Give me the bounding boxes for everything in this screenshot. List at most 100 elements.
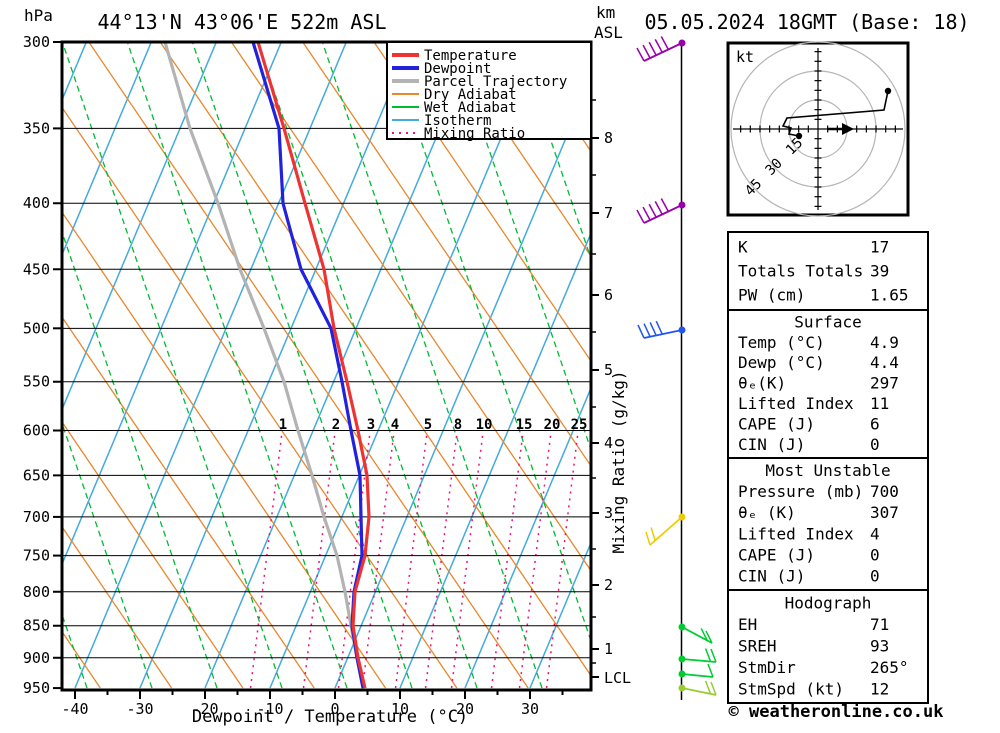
sounding-profiles — [163, 43, 371, 689]
pressure-tick-label: 850 — [23, 617, 50, 635]
table-section-box — [727, 457, 929, 591]
wind-barb-shaft — [649, 516, 683, 546]
wind-barb — [678, 663, 714, 678]
pressure-tick-label: 500 — [23, 319, 50, 337]
table-row-label: Pressure (mb) — [738, 482, 863, 501]
km-tick-label: 8 — [604, 129, 613, 147]
mixing-ratio-line — [450, 429, 485, 689]
wind-barb-feather — [710, 681, 717, 696]
altitude-axis-unit-km: km — [596, 3, 615, 22]
wind-barb-shaft — [643, 204, 683, 224]
table-row-value: 93 — [870, 636, 889, 655]
mixing-ratio-line — [394, 429, 429, 689]
table-row-value: 71 — [870, 615, 889, 634]
table-row-value: 17 — [870, 237, 889, 256]
wind-barb-feather — [710, 648, 717, 663]
lcl-label: LCL — [604, 669, 631, 687]
dry-adiabat-line — [63, 422, 244, 689]
indices-tables: K 17 Totals Totals 39 PW (cm) 1.65 Surface Temp… — [727, 231, 929, 704]
x-axis-label: Dewpoint / Temperature (°C) — [192, 707, 468, 727]
temperature-curve — [256, 43, 371, 689]
temp-tick-label: -40 — [61, 700, 88, 718]
mixing-ratio-value: 5 — [424, 417, 432, 433]
km-tick-label: 6 — [604, 286, 613, 304]
storm-motion-arrowhead — [842, 123, 854, 135]
mixing-ratio-axis-label: Mixing Ratio (g/kg) — [609, 370, 628, 553]
table-row-value: 307 — [870, 503, 899, 522]
table-row-value: 700 — [870, 482, 899, 501]
isotherm-line — [399, 233, 590, 689]
mixing-ratio-line — [249, 429, 284, 689]
pressure-tick-label: 700 — [23, 508, 50, 526]
wind-barb-feather — [660, 198, 669, 212]
mixing-ratio-value: 10 — [476, 417, 493, 433]
wind-barb-feather — [654, 201, 663, 215]
table-section-box — [727, 309, 929, 459]
wet-adiabat-line — [0, 42, 22, 688]
dry-adiabat-line — [88, 43, 529, 689]
background-line-families — [0, 42, 590, 689]
table-row-label: SREH — [738, 636, 777, 655]
dry-adiabat-line — [63, 631, 101, 689]
isotherm-line — [464, 388, 590, 689]
chart-datetime: 05.05.2024 18GMT (Base: 18) — [644, 10, 969, 34]
temp-tick-label: 30 — [521, 700, 539, 718]
pressure-tick-label: 750 — [23, 547, 50, 565]
wind-barb-feather — [649, 322, 657, 336]
wet-adiabat-line — [127, 43, 348, 689]
mixing-ratio-value: 2 — [332, 417, 340, 433]
table-row-label: CAPE (J) — [738, 414, 815, 433]
dry-adiabat-line — [160, 43, 590, 676]
table-section-header: Surface — [794, 312, 861, 331]
copyright: © weatheronline.co.uk — [729, 702, 944, 722]
pressure-tick-label: 300 — [23, 33, 50, 51]
wind-barb-shaft — [681, 673, 714, 678]
pressure-tick-label: 450 — [23, 260, 50, 278]
chart-title: 44°13'N 43°06'E 522m ASL — [98, 10, 387, 34]
hodograph-unit-label: kt — [736, 48, 754, 66]
wet-adiabat-line — [63, 424, 153, 689]
temp-tick-label: -10 — [256, 700, 283, 718]
table-row-label: PW (cm) — [738, 285, 805, 304]
mixing-ratio-line — [361, 429, 396, 689]
temp-tick-label: 0 — [330, 700, 339, 718]
pressure-tick-label: 950 — [23, 679, 50, 697]
table-row-label: Lifted Index — [738, 524, 854, 543]
table-row-label: θₑ(K) — [738, 374, 786, 393]
table-row-label: CIN (J) — [738, 435, 805, 454]
table-row-label: θₑ (K) — [738, 503, 796, 522]
dry-adiabat-line — [445, 43, 590, 256]
km-tick-label: 2 — [604, 576, 613, 594]
wet-adiabat-line — [322, 43, 543, 689]
wet-adiabat-line — [387, 43, 590, 641]
wind-barb — [678, 623, 713, 644]
temp-tick-label: -30 — [126, 700, 153, 718]
table-row-value: 0 — [870, 435, 880, 454]
legend-label: Parcel Trajectory — [424, 74, 567, 90]
isotherm-line — [63, 43, 152, 255]
mixing-ratio-line — [518, 429, 553, 689]
table-row-label: StmSpd (kt) — [738, 679, 844, 698]
table-row-value: 297 — [870, 374, 899, 393]
isotherm-line — [63, 43, 217, 409]
wet-adiabat-line — [257, 43, 478, 689]
wind-barb — [637, 320, 686, 339]
axis-ticks-and-labels: 3003504004505005506006507007508008509009… — [23, 33, 631, 718]
wind-barb-shaft — [643, 42, 683, 62]
mixing-ratio-value: 15 — [516, 417, 533, 433]
pressure-tick-label: 600 — [23, 422, 50, 440]
isotherm-line — [269, 43, 542, 689]
km-tick-label: 3 — [604, 504, 613, 522]
dry-adiabat-line — [63, 317, 315, 689]
isotherm-line — [63, 43, 282, 564]
km-tick-label: 1 — [604, 640, 613, 658]
wind-barb-column — [636, 36, 717, 700]
wind-barb-feather — [648, 203, 657, 218]
wind-barb — [678, 680, 717, 696]
table-row-value: 4.4 — [870, 353, 899, 372]
mixing-ratio-value: 8 — [454, 417, 462, 433]
dry-adiabat-line — [373, 43, 590, 361]
isotherm-line — [139, 43, 412, 689]
pressure-tick-label: 900 — [23, 649, 50, 667]
mixing-ratio-value: 1 — [279, 417, 287, 433]
